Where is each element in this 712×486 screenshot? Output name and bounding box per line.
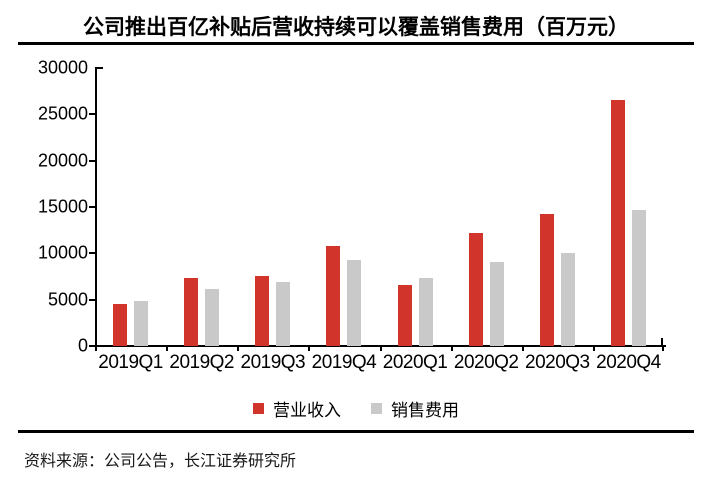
y-axis-tick [89, 298, 95, 301]
y-axis-tick-label: 5000 [47, 289, 88, 310]
source-note: 资料来源：公司公告，长江证券研究所 [24, 453, 297, 470]
legend-item-selling-expense: 销售费用 [371, 396, 459, 421]
bar-revenue-2019Q3 [255, 276, 270, 346]
x-axis-end-tick [661, 338, 663, 346]
bar-selling-expense-2019Q2 [205, 289, 220, 346]
x-axis-category-label: 2020Q3 [525, 352, 590, 373]
y-axis-tick-label: 0 [77, 335, 88, 356]
bar-revenue-2020Q2 [468, 233, 483, 346]
y-axis-end-tick [95, 67, 103, 69]
x-axis-category-label: 2019Q3 [240, 352, 306, 373]
y-axis-tick [89, 113, 95, 116]
y-axis-tick [89, 252, 95, 255]
bar-selling-expense-2019Q4 [347, 260, 362, 346]
y-axis-tick-label: 20000 [37, 150, 88, 171]
selling-expense-legend-swatch-icon [371, 403, 382, 414]
y-axis-tick-label: 30000 [37, 57, 88, 78]
x-axis-tick [451, 346, 453, 351]
footer-divider [18, 430, 694, 433]
bar-selling-expense-2020Q3 [560, 252, 575, 346]
x-axis-tick [166, 346, 168, 351]
bar-selling-expense-2020Q2 [489, 261, 504, 346]
x-axis-category-label: 2019Q4 [311, 352, 377, 373]
bar-revenue-2020Q3 [539, 214, 554, 346]
revenue-legend-swatch-icon [253, 403, 264, 414]
y-axis-tick-label: 15000 [37, 196, 88, 217]
y-axis-tick-label: 10000 [37, 242, 88, 263]
bar-selling-expense-2020Q1 [418, 278, 433, 346]
bar-selling-expense-2020Q4 [631, 209, 646, 346]
x-axis-tick [593, 346, 595, 351]
x-axis-category-label: 2019Q1 [98, 352, 163, 373]
x-axis-tick [237, 346, 239, 351]
x-axis-category-label: 2020Q4 [596, 352, 661, 373]
x-axis-tick [662, 346, 664, 351]
selling-expense-legend-label: 销售费用 [391, 401, 459, 420]
x-axis-category-label: 2020Q1 [382, 352, 448, 373]
chart-title: 公司推出百亿补贴后营收持续可以覆盖销售费用（百万元） [83, 16, 629, 39]
bar-selling-expense-2019Q3 [276, 281, 291, 346]
revenue-legend-label: 营业收入 [273, 401, 341, 420]
x-axis-tick [95, 346, 97, 351]
bar-revenue-2019Q2 [184, 278, 199, 346]
y-axis-tick [89, 159, 95, 162]
chart-legend: 营业收入 销售费用 [0, 396, 712, 421]
x-axis-tick [380, 346, 382, 351]
x-axis-line [89, 345, 666, 347]
bar-revenue-2020Q4 [610, 99, 625, 346]
title-divider [18, 42, 694, 45]
x-axis-tick [522, 346, 524, 351]
x-axis-category-label: 2020Q2 [453, 352, 519, 373]
y-axis-line [95, 68, 97, 346]
x-axis-tick [308, 346, 310, 351]
bar-revenue-2020Q1 [397, 285, 412, 346]
bar-revenue-2019Q1 [113, 303, 128, 346]
y-axis-tick [89, 206, 95, 208]
y-axis-tick-label: 25000 [37, 103, 88, 124]
legend-item-revenue: 营业收入 [253, 396, 341, 421]
x-axis-category-label: 2019Q2 [169, 352, 234, 373]
bar-revenue-2019Q4 [326, 245, 341, 346]
bar-selling-expense-2019Q1 [134, 300, 149, 346]
